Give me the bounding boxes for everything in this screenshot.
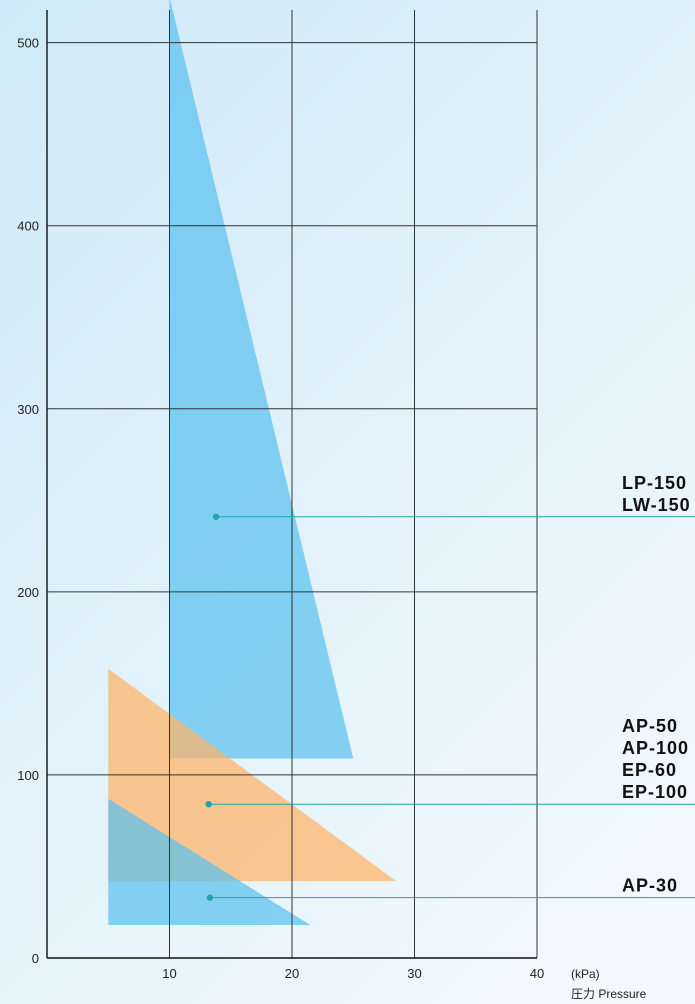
y-tick-label-5: 500	[17, 36, 39, 51]
y-tick-label-3: 300	[17, 402, 39, 417]
x-tick-label-3: 40	[530, 966, 544, 981]
region-label-0-1: LW-150	[622, 495, 691, 515]
x-axis-unit: (kPa)	[571, 967, 600, 981]
region-label-1-2: EP-60	[622, 760, 677, 780]
x-tick-label-2: 30	[407, 966, 421, 981]
region-label-0-0: LP-150	[622, 473, 687, 493]
region-label-1-0: AP-50	[622, 716, 678, 736]
y-tick-label-1: 100	[17, 768, 39, 783]
leader-marker-0	[212, 513, 220, 520]
leader-marker-2	[206, 894, 214, 901]
y-tick-labels: 0 100 200 300 400 500	[17, 36, 39, 966]
regions	[108, 0, 397, 926]
x-axis-label: 圧力 Pressure	[571, 987, 647, 1001]
region-label-1-1: AP-100	[622, 738, 689, 758]
leader-marker-1	[205, 801, 212, 808]
region-label-1-3: EP-100	[622, 782, 688, 802]
y-tick-label-4: 400	[17, 219, 39, 234]
leader-lines	[205, 513, 695, 901]
region-0	[169, 0, 354, 759]
region-label-2-0: AP-30	[622, 876, 678, 896]
grid-lines	[47, 10, 538, 958]
x-tick-label-0: 10	[162, 966, 176, 981]
x-tick-label-1: 20	[285, 966, 299, 981]
y-tick-label-2: 200	[17, 585, 39, 600]
y-tick-label-0: 0	[32, 951, 39, 966]
x-tick-labels: 10 20 30 40	[162, 966, 544, 981]
region-2	[108, 798, 311, 926]
axes	[46, 10, 537, 959]
